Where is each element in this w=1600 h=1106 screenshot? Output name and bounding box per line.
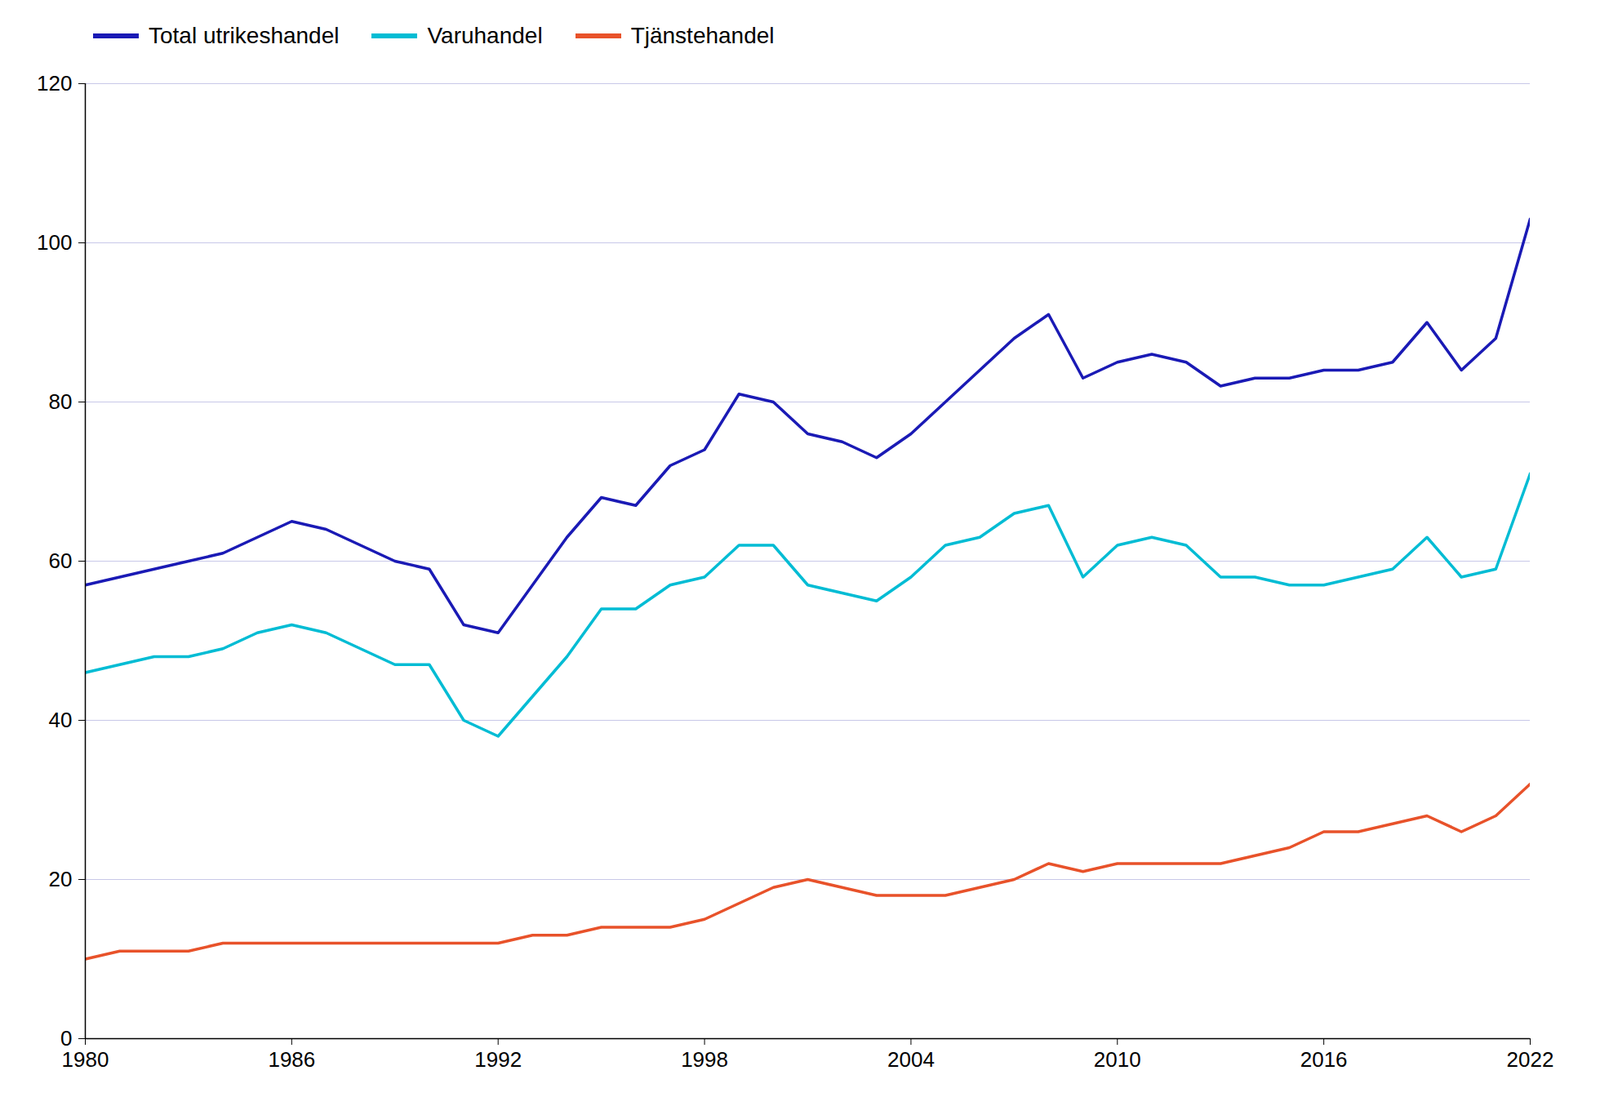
- html-text:Total utrikeshandel: Total utrikeshandel: [148, 22, 340, 49]
- svg-text:2010: 2010: [1093, 1047, 1142, 1072]
- svg-text:120: 120: [36, 71, 72, 96]
- svg-text:0: 0: [60, 1026, 72, 1051]
- svg-text:1980: 1980: [62, 1047, 110, 1072]
- svg-text:2022: 2022: [1506, 1047, 1555, 1072]
- svg-text:80: 80: [48, 389, 73, 414]
- svg-text:1986: 1986: [267, 1047, 316, 1072]
- svg-text:40: 40: [48, 707, 73, 733]
- html-text:Tjänstehandel: Tjänstehandel: [630, 22, 775, 49]
- svg-text:2004: 2004: [887, 1047, 935, 1072]
- svg-text:20: 20: [48, 866, 73, 892]
- svg-text:2016: 2016: [1300, 1047, 1348, 1072]
- svg-text:100: 100: [36, 230, 72, 255]
- svg-text:1998: 1998: [680, 1047, 729, 1072]
- html-text:Varuhandel: Varuhandel: [427, 22, 543, 49]
- svg-text:60: 60: [48, 548, 73, 574]
- svg-text:1992: 1992: [474, 1047, 522, 1072]
